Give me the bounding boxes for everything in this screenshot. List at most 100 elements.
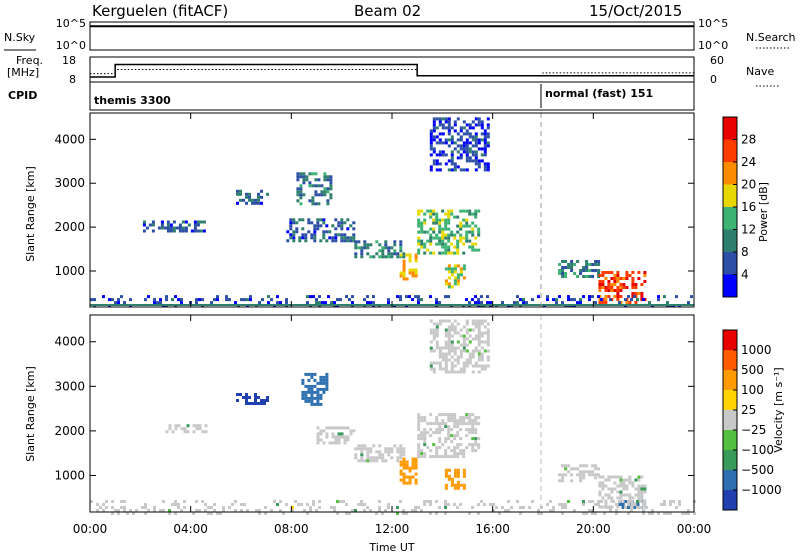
heatmap-cell: [471, 322, 475, 326]
heatmap-cell: [657, 512, 660, 515]
heatmap-cell: [306, 301, 309, 305]
heatmap-cell: [585, 275, 589, 278]
heatmap-cell: [456, 455, 460, 459]
heatmap-cell: [314, 202, 318, 206]
heatmap-cell: [573, 298, 576, 302]
heatmap-cell: [304, 384, 308, 388]
heatmap-cell: [255, 509, 258, 512]
heatmap-cell: [447, 325, 451, 329]
heatmap-cell: [628, 478, 632, 482]
heatmap-cell: [193, 226, 197, 230]
heatmap-cell: [296, 172, 300, 176]
velocity-colorbar-swatch: [723, 350, 737, 370]
heatmap-cell: [162, 509, 165, 512]
heatmap-cell: [456, 361, 460, 365]
heatmap-cell: [622, 283, 626, 286]
heatmap-cell: [607, 271, 611, 274]
heatmap-cell: [387, 506, 390, 509]
heatmap-cell: [459, 233, 463, 237]
heatmap-cell: [183, 506, 186, 509]
heatmap-cell: [423, 242, 427, 246]
heatmap-cell: [447, 474, 451, 478]
heatmap-cell: [468, 334, 472, 338]
heatmap-cell: [423, 455, 427, 459]
heatmap-cell: [468, 413, 472, 417]
heatmap-cell: [435, 236, 439, 240]
heatmap-cell: [450, 233, 454, 237]
heatmap-cell: [432, 367, 436, 371]
heatmap-cell: [172, 220, 176, 224]
heatmap-cell: [453, 449, 457, 453]
heatmap-cell: [402, 265, 406, 269]
heatmap-cell: [408, 256, 412, 260]
velocity-colorbar-tick-label: −100: [741, 443, 774, 457]
heatmap-cell: [585, 512, 588, 515]
heatmap-cell: [468, 135, 472, 139]
heatmap-cell: [334, 218, 338, 222]
heatmap-cell: [486, 328, 490, 332]
heatmap-cell: [193, 220, 197, 224]
heatmap-cell: [483, 129, 487, 133]
heatmap-cell: [298, 239, 302, 243]
heatmap-cell: [195, 500, 198, 503]
heatmap-cell: [471, 153, 475, 157]
heatmap-cell: [447, 239, 451, 243]
heatmap-cell: [195, 424, 199, 428]
heatmap-cell: [315, 298, 318, 302]
heatmap-cell: [462, 168, 466, 172]
heatmap-cell: [144, 512, 147, 515]
heatmap-cell: [465, 147, 469, 151]
heatmap-cell: [111, 506, 114, 509]
heatmap-cell: [619, 286, 623, 289]
heatmap-cell: [120, 500, 123, 503]
heatmap-cell: [420, 449, 424, 453]
heatmap-cell: [570, 473, 574, 477]
heatmap-cell: [628, 274, 632, 277]
heatmap-cell: [607, 496, 611, 500]
heatmap-cell: [477, 422, 481, 426]
heatmap-cell: [393, 243, 397, 247]
heatmap-cell: [570, 260, 574, 263]
heatmap-cell: [168, 424, 172, 428]
heatmap-cell: [435, 298, 438, 302]
heatmap-cell: [456, 248, 460, 252]
heatmap-cell: [453, 452, 457, 456]
heatmap-cell: [486, 337, 490, 341]
heatmap-cell: [483, 135, 487, 139]
velocity-colorbar-swatch: [723, 470, 737, 490]
heatmap-cell: [459, 138, 463, 142]
heatmap-cell: [471, 212, 475, 216]
heatmap-cell: [627, 295, 630, 299]
heatmap-cell: [462, 236, 466, 240]
heatmap-cell: [462, 120, 466, 124]
heatmap-cell: [468, 301, 471, 305]
heatmap-cell: [299, 193, 303, 197]
heatmap-cell: [417, 446, 421, 450]
heatmap-cell: [414, 478, 418, 482]
heatmap-cell: [462, 416, 466, 420]
heatmap-cell: [420, 452, 424, 456]
heatmap-cell: [447, 270, 451, 274]
heatmap-cell: [417, 455, 421, 459]
heatmap-cell: [375, 456, 379, 460]
heatmap-cell: [474, 301, 477, 305]
heatmap-cell: [453, 483, 457, 487]
heatmap-cell: [447, 468, 451, 472]
heatmap-cell: [681, 512, 684, 515]
heatmap-cell: [123, 506, 126, 509]
heatmap-cell: [616, 289, 620, 292]
heatmap-cell: [447, 267, 451, 271]
heatmap-cell: [423, 218, 427, 222]
heatmap-cell: [468, 212, 472, 216]
heatmap-cell: [631, 292, 635, 295]
heatmap-cell: [316, 218, 320, 222]
heatmap-cell: [585, 269, 589, 272]
heatmap-cell: [537, 509, 540, 512]
heatmap-cell: [372, 301, 375, 305]
heatmap-cell: [181, 226, 185, 230]
heatmap-cell: [465, 218, 469, 222]
heatmap-cell: [301, 390, 305, 394]
heatmap-cell: [429, 233, 433, 237]
heatmap-cell: [588, 509, 591, 512]
heatmap-cell: [423, 452, 427, 456]
